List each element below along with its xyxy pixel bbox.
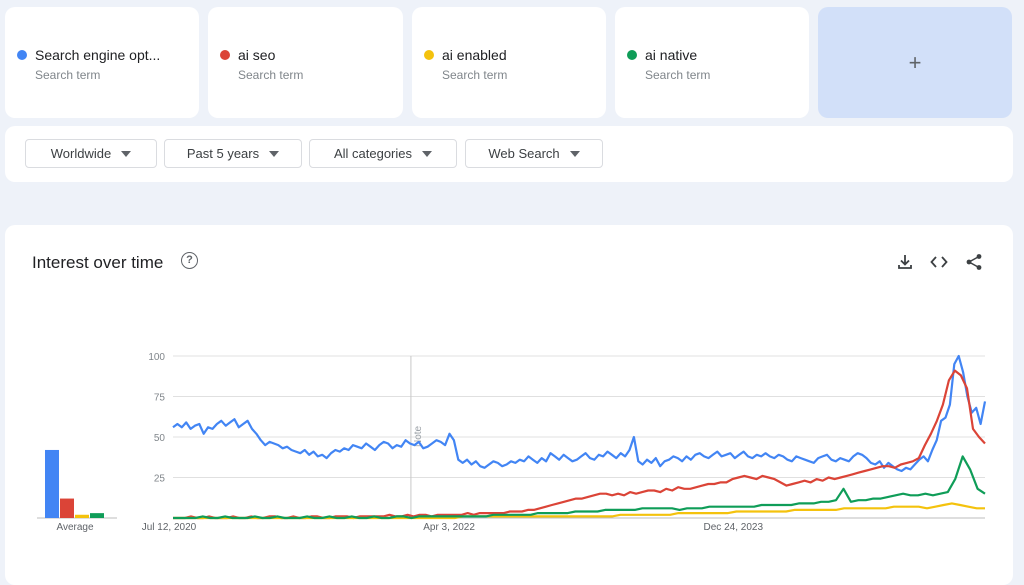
- download-icon[interactable]: [895, 252, 915, 272]
- series-line-2: [173, 369, 986, 520]
- term-card-4[interactable]: ai native Search term: [615, 7, 809, 118]
- term-name: ai native: [645, 47, 698, 63]
- term-card-3[interactable]: ai enabled Search term: [412, 7, 606, 118]
- term-name: Search engine opt...: [35, 47, 161, 63]
- term-name: ai seo: [238, 47, 276, 63]
- x-tick-label: Jul 12, 2020: [142, 522, 197, 533]
- series-line-3: [173, 502, 985, 520]
- share-icon[interactable]: [964, 252, 984, 272]
- y-tick-label: 75: [154, 393, 166, 404]
- caret-down-icon: [422, 150, 433, 157]
- region-dropdown[interactable]: Worldwide: [25, 139, 157, 168]
- term-card-1[interactable]: Search engine opt... Search term: [5, 7, 199, 118]
- filter-bar: Worldwide Past 5 years All categories We…: [5, 126, 1013, 182]
- plus-icon: +: [908, 49, 922, 75]
- series-line-1: [172, 354, 987, 473]
- time-range-value: Past 5 years: [186, 146, 260, 161]
- category-value: All categories: [333, 146, 413, 161]
- y-tick-label: 25: [154, 474, 166, 485]
- embed-code-icon[interactable]: [929, 252, 949, 272]
- average-bar-4: [90, 513, 104, 518]
- category-dropdown[interactable]: All categories: [309, 139, 457, 168]
- trend-chart: 100 75 50 25 Note Jul 12, 2020 Apr 3, 2022 Dec …: [37, 352, 987, 533]
- note-label: Note: [413, 425, 424, 447]
- caret-down-icon: [269, 150, 280, 157]
- term-type: Search term: [442, 68, 508, 82]
- term-type: Search term: [35, 68, 101, 82]
- chart-title: Interest over time: [32, 253, 164, 272]
- caret-down-icon: [569, 150, 580, 157]
- term-name: ai enabled: [442, 47, 507, 63]
- average-bar-1: [45, 449, 59, 518]
- term-type: Search term: [238, 68, 304, 82]
- series-color-dot: [424, 50, 434, 60]
- series-color-dot: [627, 50, 637, 60]
- time-range-dropdown[interactable]: Past 5 years: [164, 139, 302, 168]
- y-tick-label: 100: [148, 352, 165, 363]
- x-tick-label: Dec 24, 2023: [704, 522, 764, 533]
- average-label: Average: [56, 522, 94, 533]
- y-tick-label: 50: [154, 433, 166, 444]
- series-color-dot: [17, 50, 27, 60]
- help-icon[interactable]: ?: [181, 252, 198, 269]
- series-line-4: [173, 455, 986, 520]
- interest-over-time-card: Interest over time ? 100 75 50 25 Note Jul 12…: [5, 225, 1013, 585]
- region-value: Worldwide: [50, 146, 112, 161]
- series-color-dot: [220, 50, 230, 60]
- caret-down-icon: [121, 150, 132, 157]
- average-bar-2: [60, 498, 74, 518]
- term-card-2[interactable]: ai seo Search term: [208, 7, 403, 118]
- average-bar-3: [75, 514, 89, 518]
- search-type-dropdown[interactable]: Web Search: [465, 139, 603, 168]
- x-tick-label: Apr 3, 2022: [423, 522, 475, 533]
- search-type-value: Web Search: [488, 146, 560, 161]
- add-comparison-button[interactable]: +: [818, 7, 1012, 118]
- term-type: Search term: [645, 68, 711, 82]
